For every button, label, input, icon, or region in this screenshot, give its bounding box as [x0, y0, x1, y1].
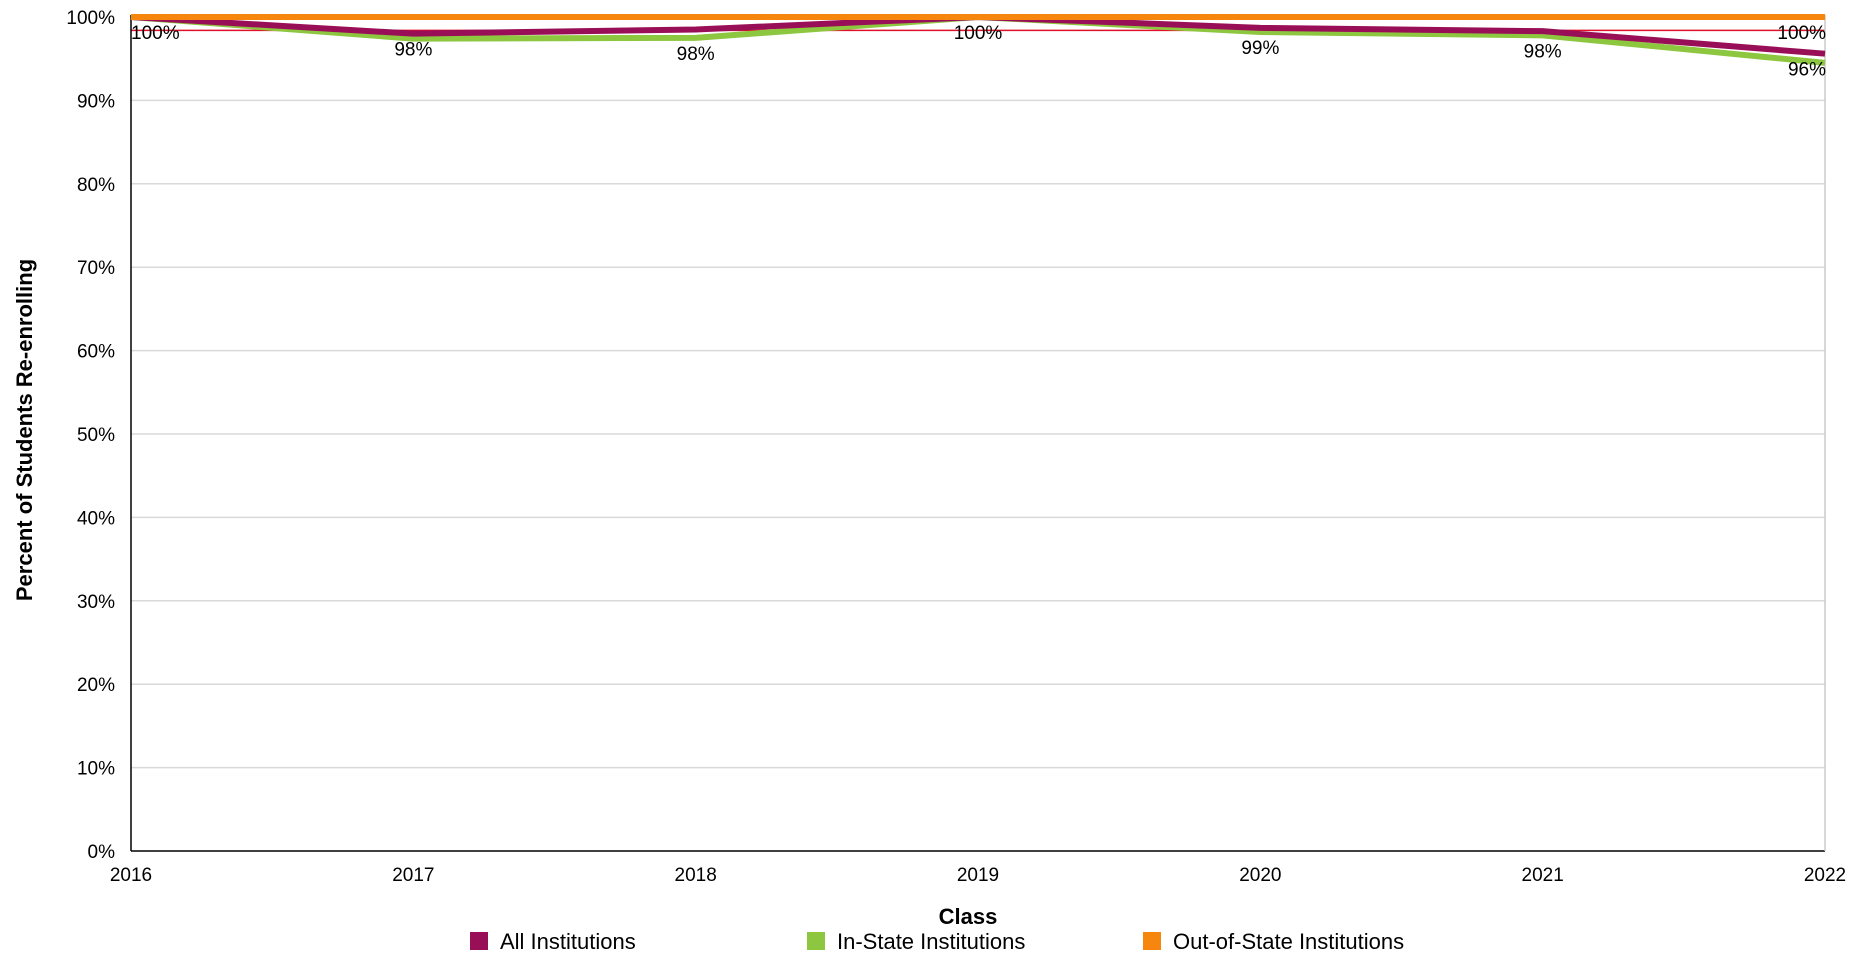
series-lines [130, 14, 1826, 66]
y-axis-title: Percent of Students Re-enrolling [12, 259, 37, 601]
x-tick-label: 2020 [1239, 865, 1281, 886]
legend-label: In-State Institutions [837, 929, 1025, 954]
data-label: 98% [1524, 41, 1562, 62]
y-tick-label: 60% [77, 342, 115, 363]
y-tick-label: 70% [77, 258, 115, 279]
data-label: 100% [954, 23, 1003, 44]
data-label: 100% [1777, 23, 1826, 44]
y-tick-label: 80% [77, 175, 115, 196]
legend-item[interactable]: All Institutions [470, 929, 636, 954]
legend-item[interactable]: In-State Institutions [807, 929, 1025, 954]
legend-swatch [807, 932, 825, 950]
data-labels: 100% 98% 100% 96% 98% 99% 98% 100% [131, 23, 1826, 81]
y-tick-labels: 0% 10% 20% 30% 40% 50% 60% 70% 80% 90% 100% [66, 8, 115, 863]
data-label: 99% [1241, 38, 1279, 59]
y-tick-label: 50% [77, 425, 115, 446]
data-label: 98% [677, 44, 715, 65]
legend-swatch [1143, 932, 1161, 950]
legend: All Institutions In-State Institutions Out… [470, 929, 1404, 954]
legend-label: All Institutions [500, 929, 636, 954]
y-tick-label: 40% [77, 508, 115, 529]
x-tick-label: 2022 [1804, 865, 1846, 886]
data-label: 96% [1788, 60, 1826, 81]
x-tick-label: 2021 [1522, 865, 1564, 886]
x-axis-title: Class [939, 904, 998, 929]
data-label: 98% [394, 40, 432, 61]
y-tick-label: 10% [77, 759, 115, 780]
x-tick-label: 2019 [957, 865, 999, 886]
y-tick-label: 90% [77, 91, 115, 112]
y-tick-label: 0% [88, 842, 116, 863]
y-tick-label: 30% [77, 592, 115, 613]
data-label: 100% [131, 23, 180, 44]
x-tick-label: 2016 [110, 865, 152, 886]
x-tick-label: 2017 [392, 865, 434, 886]
legend-label: Out-of-State Institutions [1173, 929, 1404, 954]
x-tick-label: 2018 [675, 865, 717, 886]
y-tick-label: 100% [66, 8, 115, 29]
legend-swatch [470, 932, 488, 950]
y-tick-label: 20% [77, 675, 115, 696]
gridlines [131, 16, 1825, 769]
x-tick-labels: 2016 2017 2018 2019 2020 2021 2022 [110, 865, 1846, 886]
legend-item[interactable]: Out-of-State Institutions [1143, 929, 1404, 954]
axes [130, 15, 1826, 852]
